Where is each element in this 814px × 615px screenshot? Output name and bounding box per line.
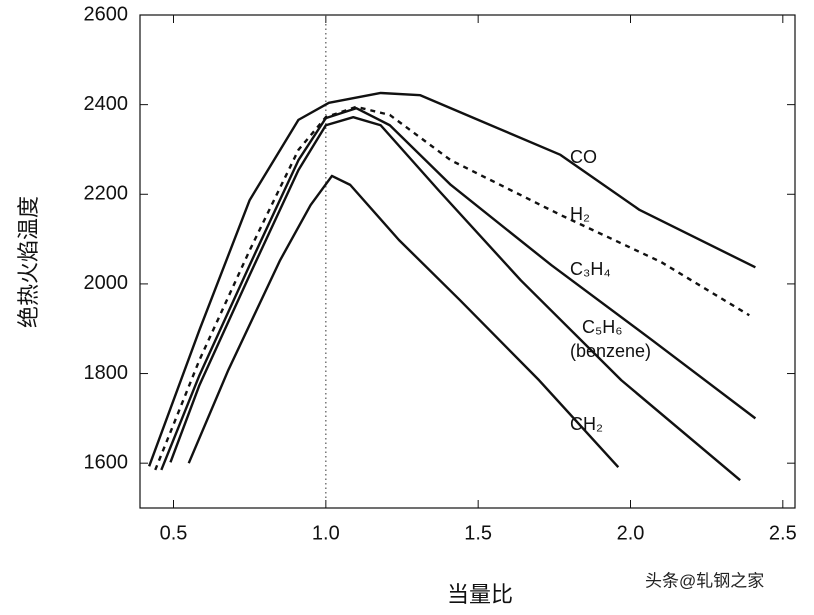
x-tick-label: 1.0 [312, 522, 340, 544]
series-line [187, 174, 620, 469]
series-label: C₅H₆ [582, 317, 623, 337]
x-tick-label: 0.5 [160, 522, 188, 544]
series-label: C₃H₄ [570, 259, 611, 279]
y-tick-label: 1600 [84, 451, 129, 473]
y-tick-label: 2200 [84, 183, 129, 205]
y-tick-label: 1800 [84, 362, 129, 384]
watermark: 头条@轧钢之家 [645, 571, 764, 590]
series-annotation: (benzene) [570, 341, 651, 361]
y-tick-label: 2600 [84, 3, 129, 25]
series-label: CH₂ [570, 414, 603, 434]
x-axis-title: 当量比 [447, 582, 513, 607]
series-label: H₂ [570, 204, 590, 224]
series-line [148, 91, 756, 467]
y-axis-title: 绝热火焰温度 [16, 196, 41, 328]
series-line [169, 115, 741, 482]
plot-frame [139, 14, 796, 509]
series-line [160, 107, 757, 471]
x-tick-label: 2.5 [769, 522, 797, 544]
x-tick-label: 1.5 [464, 522, 492, 544]
series-label: CO [570, 147, 597, 167]
y-tick-label: 2400 [84, 93, 129, 115]
x-tick-label: 2.0 [617, 522, 645, 544]
y-tick-label: 2000 [84, 272, 129, 294]
